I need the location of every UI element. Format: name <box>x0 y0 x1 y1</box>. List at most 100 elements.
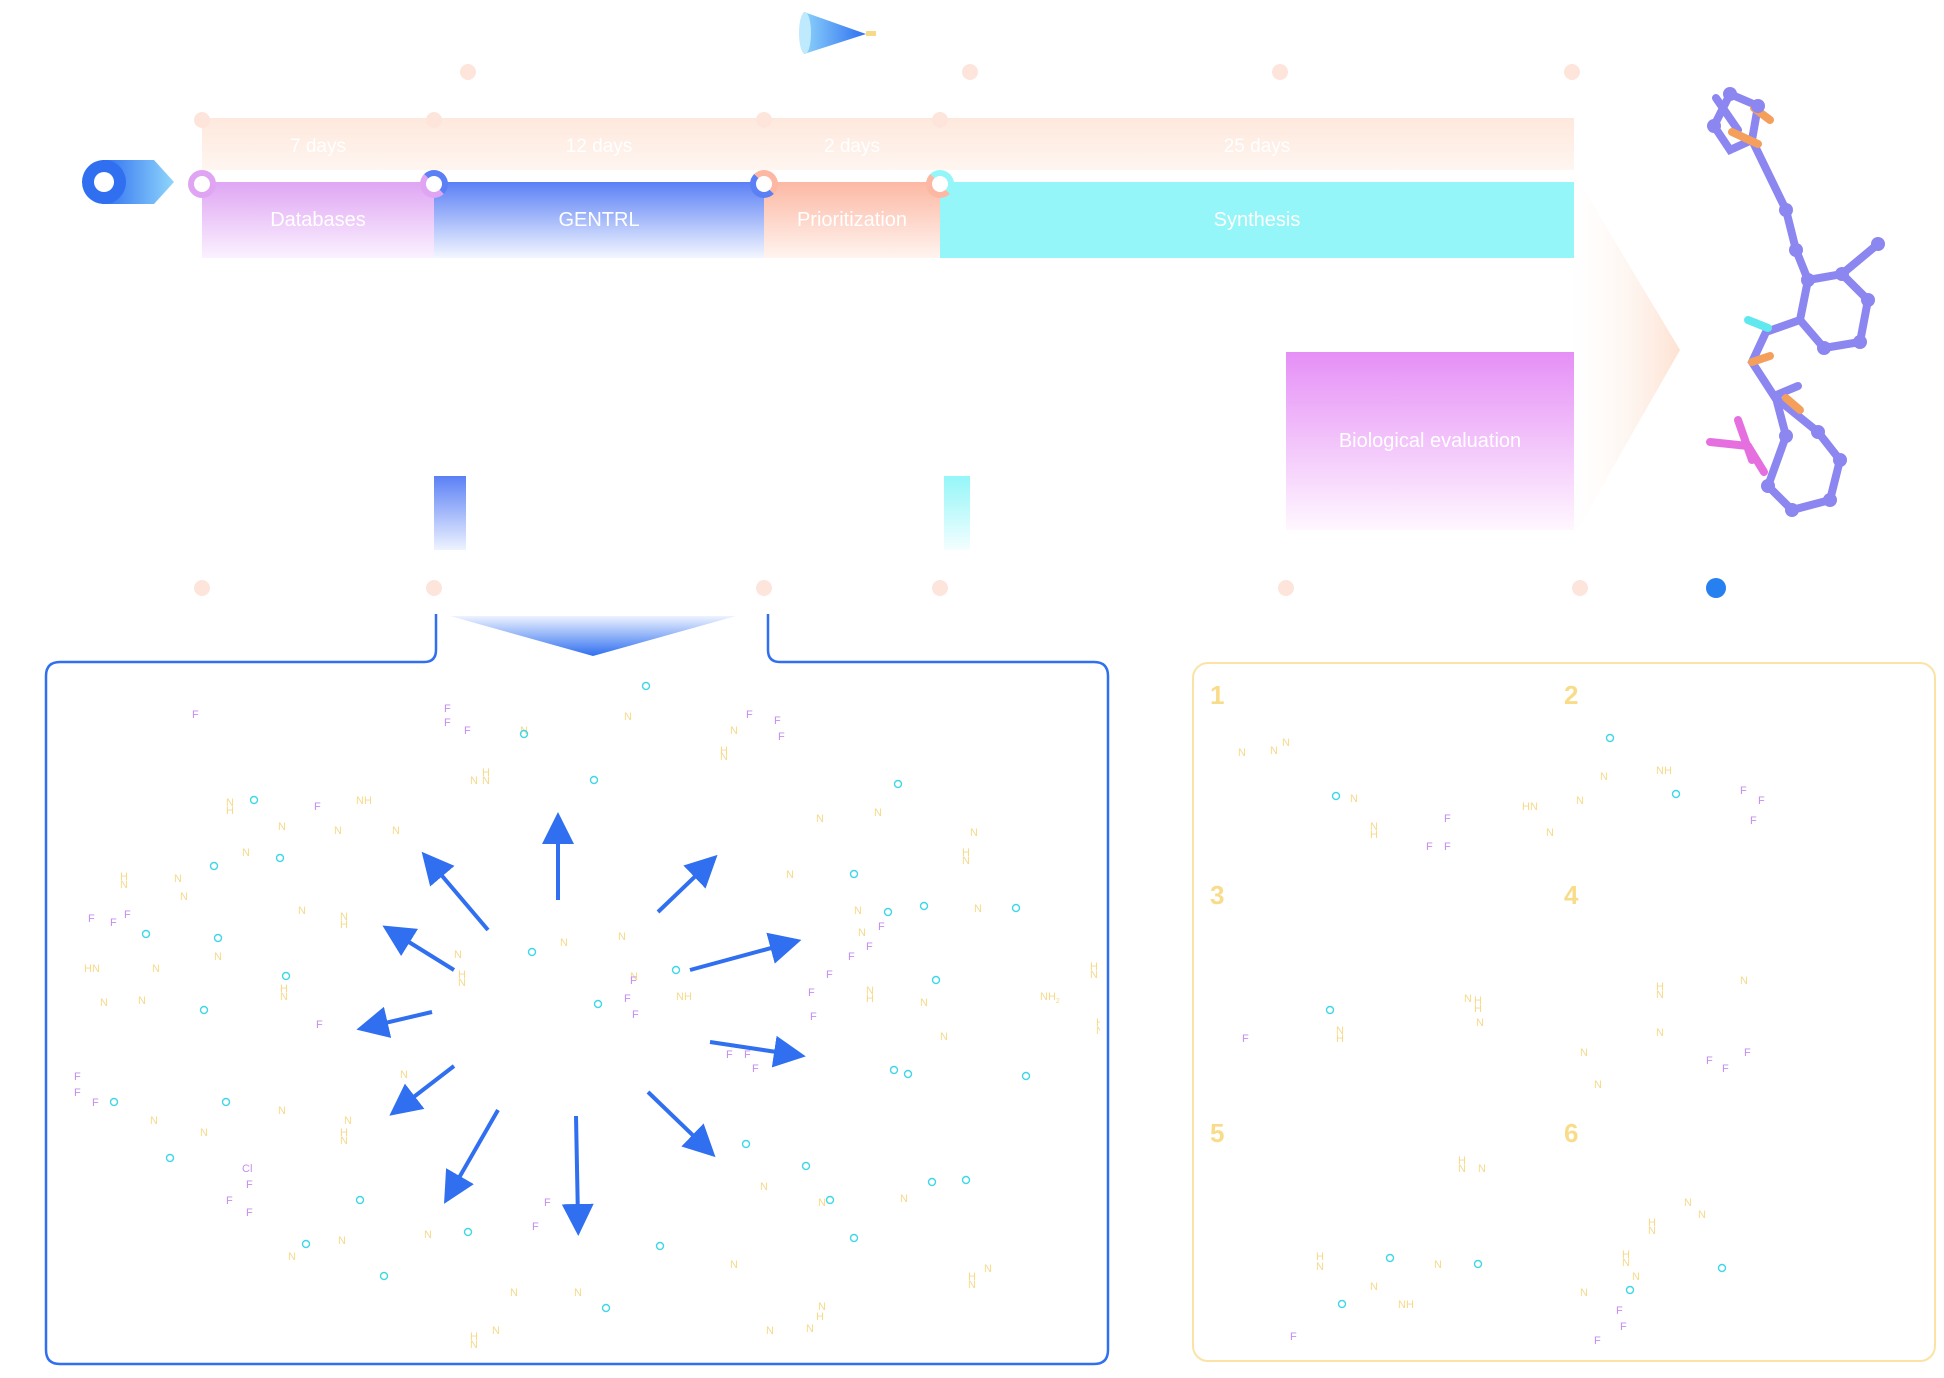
svg-text:NH: NH <box>1398 1299 1414 1311</box>
svg-text:F: F <box>630 975 637 987</box>
svg-text:N: N <box>1580 1047 1588 1059</box>
svg-text:H: H <box>1648 1217 1656 1229</box>
svg-text:N: N <box>1096 1025 1100 1037</box>
svg-text:N: N <box>730 725 738 737</box>
arrow-down-right <box>646 1090 716 1158</box>
cone-icon <box>799 12 876 54</box>
svg-text:N: N <box>1370 1281 1378 1293</box>
svg-text:F: F <box>774 715 781 727</box>
svg-text:N: N <box>1698 1209 1706 1221</box>
svg-text:N: N <box>1270 745 1278 757</box>
svg-text:N: N <box>138 995 146 1007</box>
svg-text:N: N <box>630 971 638 983</box>
svg-text:N: N <box>854 905 862 917</box>
svg-text:H: H <box>1096 1017 1100 1029</box>
svg-text:N: N <box>1546 827 1554 839</box>
svg-text:H: H <box>120 871 128 883</box>
compound-number-1: 1 <box>1210 680 1225 710</box>
svg-text:N: N <box>1090 969 1098 981</box>
svg-text:F: F <box>246 1207 253 1219</box>
svg-text:N: N <box>242 847 250 859</box>
svg-text:H: H <box>1336 1033 1344 1045</box>
svg-text:N: N <box>120 879 128 891</box>
svg-text:F: F <box>1444 813 1451 825</box>
svg-text:F: F <box>1744 1047 1751 1059</box>
svg-text:H: H <box>720 745 728 757</box>
svg-text:N: N <box>1656 989 1664 1001</box>
svg-text:F: F <box>1616 1305 1623 1317</box>
svg-text:F: F <box>1706 1055 1713 1067</box>
svg-text:H: H <box>1370 829 1378 841</box>
svg-text:N: N <box>720 751 728 763</box>
svg-text:HN: HN <box>84 963 100 975</box>
compound-number-6: 6 <box>1564 1118 1579 1148</box>
svg-text:N: N <box>288 1251 296 1263</box>
svg-text:H: H <box>1474 1003 1482 1015</box>
svg-text:N: N <box>200 1127 208 1139</box>
svg-text:F: F <box>1290 1331 1297 1343</box>
svg-text:N: N <box>174 873 182 885</box>
gentrl-exploration-panel <box>44 614 1110 1366</box>
svg-text:N: N <box>1282 737 1290 749</box>
svg-text:N: N <box>1336 1025 1344 1037</box>
arrow-down-left <box>444 1109 500 1204</box>
svg-text:N: N <box>818 1301 826 1313</box>
svg-text:N: N <box>400 1069 408 1081</box>
svg-text:N: N <box>900 1193 908 1205</box>
svg-text:NH2: NH2 <box>1040 991 1060 1005</box>
days-label-synthesis: 25 days <box>1223 136 1291 157</box>
svg-text:N: N <box>492 1325 500 1337</box>
synthesis-drop-bar <box>944 476 970 550</box>
svg-text:N: N <box>974 903 982 915</box>
svg-text:H: H <box>470 1331 478 1343</box>
svg-text:F: F <box>124 909 131 921</box>
svg-text:H: H <box>1090 961 1098 973</box>
svg-text:F: F <box>624 993 631 1005</box>
stage-label: Prioritization <box>796 208 908 231</box>
svg-text:F: F <box>878 921 885 933</box>
svg-text:N: N <box>344 1115 352 1127</box>
svg-text:F: F <box>88 913 95 925</box>
svg-text:N: N <box>618 931 626 943</box>
compound-number-2: 2 <box>1564 680 1579 710</box>
svg-text:F: F <box>316 1019 323 1031</box>
svg-text:N: N <box>970 827 978 839</box>
svg-text:N: N <box>1458 1163 1466 1175</box>
svg-text:N: N <box>816 813 824 825</box>
start-marker-icon <box>82 160 174 204</box>
svg-text:H: H <box>1474 995 1482 1007</box>
svg-text:F: F <box>464 725 471 737</box>
svg-text:H: H <box>866 993 874 1005</box>
svg-text:N: N <box>624 711 632 723</box>
svg-text:F: F <box>1426 841 1433 853</box>
stage-label: Synthesis <box>1213 208 1301 231</box>
svg-text:N: N <box>470 1339 478 1351</box>
svg-text:H: H <box>482 767 490 779</box>
svg-text:N: N <box>984 1263 992 1275</box>
node-ring <box>750 170 778 198</box>
grid-dot <box>426 580 442 596</box>
svg-text:F: F <box>848 951 855 963</box>
svg-text:H: H <box>968 1271 976 1283</box>
grid-dot <box>1564 64 1580 80</box>
svg-text:N: N <box>214 951 222 963</box>
stage-bar-databases: Databases <box>202 182 434 258</box>
svg-text:N: N <box>1594 1079 1602 1091</box>
svg-text:N: N <box>968 1279 976 1291</box>
track-dot <box>932 112 948 128</box>
svg-text:N: N <box>482 775 490 787</box>
svg-text:F: F <box>314 801 321 813</box>
svg-text:F: F <box>866 941 873 953</box>
stage-label: GENTRL <box>558 208 640 231</box>
svg-text:N: N <box>806 1323 814 1335</box>
svg-text:N: N <box>1740 975 1748 987</box>
track-dot <box>426 112 442 128</box>
svg-text:H: H <box>340 919 348 931</box>
svg-text:N: N <box>874 807 882 819</box>
svg-text:H: H <box>340 1127 348 1139</box>
node-ring <box>420 170 448 198</box>
exploration-arrows <box>356 812 806 1236</box>
svg-text:H: H <box>226 805 234 817</box>
svg-text:F: F <box>726 1049 733 1061</box>
